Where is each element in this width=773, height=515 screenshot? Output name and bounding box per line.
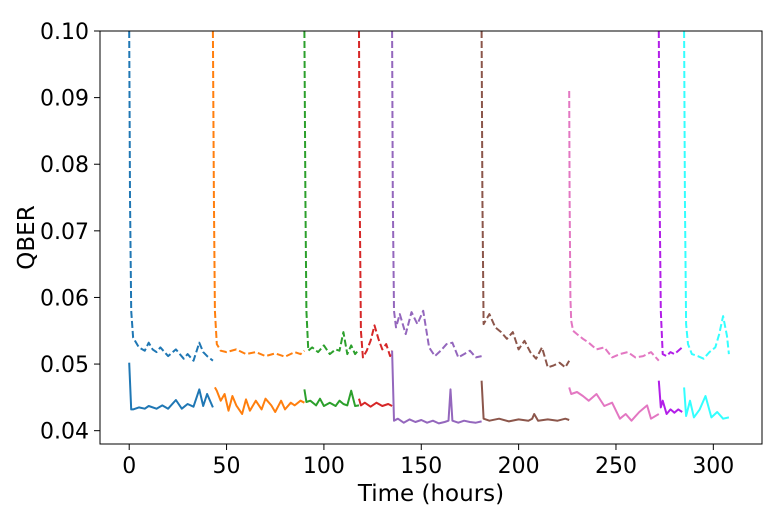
series-line-7-solid xyxy=(358,398,393,408)
series-line-9-solid xyxy=(391,350,482,425)
series-line-13-solid xyxy=(568,387,660,422)
series-line-12-dashed xyxy=(568,90,660,362)
series-line-1-solid xyxy=(128,362,214,411)
x-axis-label: Time (hours) xyxy=(357,481,504,507)
x-tick-label: 150 xyxy=(400,454,442,479)
series-line-3-solid xyxy=(214,386,305,415)
x-tick-label: 300 xyxy=(692,454,734,479)
series-line-16-dashed xyxy=(683,31,730,360)
series-line-6-dashed xyxy=(358,31,394,359)
plot-frame xyxy=(99,30,763,445)
y-tick-label: 0.08 xyxy=(40,153,89,178)
y-axis-label: QBER xyxy=(14,205,40,269)
series-line-15-solid xyxy=(657,380,683,415)
y-tick-label: 0.09 xyxy=(40,87,89,112)
series-line-2-dashed xyxy=(211,31,306,358)
y-tick-label: 0.04 xyxy=(40,420,89,445)
x-tick-label: 100 xyxy=(303,454,345,479)
x-tick-label: 200 xyxy=(498,454,540,479)
series-line-11-solid xyxy=(480,380,570,423)
x-tick-label: 50 xyxy=(213,454,241,479)
y-tick-label: 0.10 xyxy=(40,20,89,45)
y-tick-label: 0.07 xyxy=(40,220,89,245)
y-tick-label: 0.06 xyxy=(40,286,89,311)
series-line-14-dashed xyxy=(657,31,683,358)
ticks-layer: 0 50 100 150 200 250 300 0.04 0.05 0.06 0.07 0.08 0.… xyxy=(40,20,734,479)
y-tick-label: 0.05 xyxy=(40,353,89,378)
x-tick-label: 0 xyxy=(122,454,136,479)
series-line-17-solid xyxy=(683,387,730,420)
series-line-0-dashed xyxy=(128,31,214,362)
series-line-10-dashed xyxy=(480,31,571,369)
series-line-4-dashed xyxy=(303,31,360,356)
series-line-8-dashed xyxy=(391,31,482,359)
series-line-5-solid xyxy=(303,389,360,407)
x-tick-label: 250 xyxy=(595,454,637,479)
series-layer xyxy=(128,31,730,425)
